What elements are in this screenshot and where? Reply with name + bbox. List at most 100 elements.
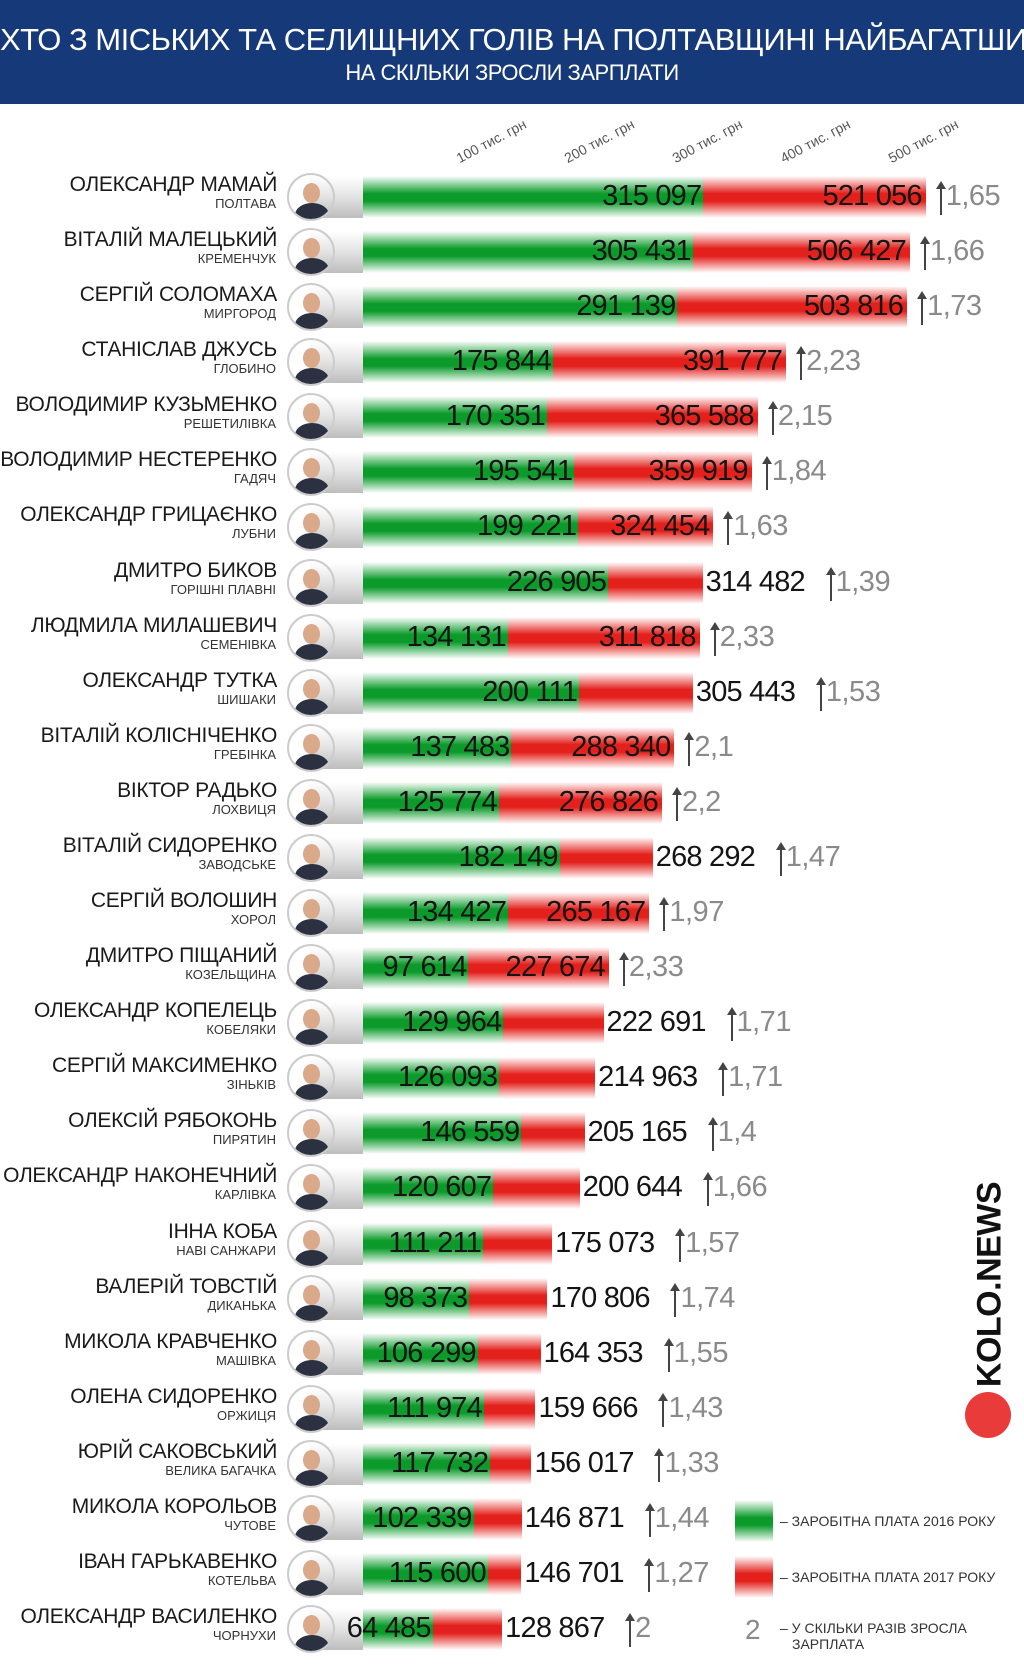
avatar-head (303, 1339, 320, 1360)
chart-row: ДМИТРО ПІЩАНИЙ КОЗЕЛЬЩИНА 97 614 227 674 2,3… (0, 941, 1024, 996)
value-2017-label: 324 454 (610, 510, 710, 543)
city-name: КОТЕЛЬВА (207, 1573, 276, 1588)
mayor-name: ВОЛОДИМИР КУЗЬМЕНКО (15, 393, 278, 417)
growth-arrow-icon (815, 676, 826, 711)
avatar-body (295, 974, 329, 991)
city-name: ПОЛТАВА (215, 196, 276, 211)
mayor-name: ВАЛЕРІЙ ТОВСТІЙ (95, 1274, 277, 1298)
growth-ratio: 1,73 (927, 290, 982, 323)
value-2016-label: 129 964 (402, 1006, 502, 1039)
value-2017-label: 159 666 (538, 1391, 638, 1424)
value-2016-label: 226 905 (506, 565, 607, 598)
chart-row: ВІТАЛІЙ СИДОРЕНКО ЗАВОДСЬКЕ 182 149 268 292… (0, 831, 1024, 886)
growth-arrow-icon (825, 566, 836, 601)
bar-2016 (363, 781, 499, 824)
growth-arrow-icon (659, 897, 670, 932)
value-2017-label: 288 340 (571, 730, 671, 763)
city-name: ШИШАКИ (217, 691, 276, 707)
avatar-body (295, 863, 329, 880)
bar-2016 (363, 1442, 491, 1485)
avatar-head (303, 348, 320, 369)
avatar-body (295, 919, 329, 936)
avatar (287, 338, 335, 387)
avatar-body (295, 1249, 329, 1266)
value-2016-label: 111 974 (387, 1391, 483, 1424)
city-name: СЕМЕНІВКА (200, 636, 276, 652)
growth-ratio: 1,53 (825, 675, 881, 708)
mayor-name: ДМИТРО ПІЩАНИЙ (85, 944, 277, 968)
x-tick-label: 400 тис. грн (777, 115, 853, 166)
avatar-body (295, 1635, 329, 1652)
mayor-name: ВОЛОДИМИР НЕСТЕРЕНКО (0, 448, 277, 472)
growth-arrow-icon (658, 1392, 669, 1427)
chart-row: ІННА КОБА НАВІ САНЖАРИ 111 211 175 073 1,57 (0, 1217, 1024, 1272)
bar-2016 (363, 1057, 500, 1100)
value-2016-label: 98 373 (383, 1281, 468, 1314)
value-2016-label: 146 559 (420, 1116, 520, 1149)
chart-row: ОЛЕКСАНДР ТУТКА ШИШАКИ 200 111 305 443 1,53 (0, 666, 1024, 721)
chart-row: СЕРГІЙ ВОЛОШИН ХОРОЛ 134 427 265 167 1,97 (0, 886, 1024, 941)
value-2016-label: 120 607 (392, 1171, 492, 1204)
value-2016-label: 111 211 (388, 1226, 482, 1259)
avatar-head (303, 788, 320, 809)
bar-2016 (363, 561, 609, 604)
bar-2016 (363, 1167, 494, 1210)
value-2017-label: 128 867 (505, 1612, 605, 1645)
bar-2016 (363, 231, 693, 274)
value-2016-label: 291 139 (576, 290, 676, 323)
city-name: КОЗЕЛЬЩИНА (185, 967, 276, 983)
avatar (287, 1109, 335, 1158)
growth-arrow-icon (675, 1227, 686, 1262)
avatar-body (295, 313, 329, 330)
chart-title: ХТО З МІСЬКИХ ТА СЕЛИЩНИХ ГОЛІВ НА ПОЛТА… (0, 22, 1024, 57)
value-2016-label: 125 774 (397, 785, 498, 818)
avatar-head (303, 954, 320, 975)
kolo-news-logo: KOLO.NEWS (965, 1180, 1015, 1440)
bar-2016 (363, 1277, 470, 1320)
growth-arrow-icon (654, 1447, 665, 1482)
mayor-name: ВІТАЛІЙ КОЛІСНІЧЕНКО (40, 723, 278, 747)
growth-arrow-icon (767, 401, 778, 436)
avatar-body (295, 588, 329, 605)
avatar-body (295, 1139, 329, 1156)
growth-arrow-icon (917, 291, 928, 326)
value-2016-label: 199 221 (476, 510, 577, 543)
legend-label-2016: – ЗАРОБІТНА ПЛАТА 2016 РОКУ (780, 1513, 996, 1529)
legend-label-2017: – ЗАРОБІТНА ПЛАТА 2017 РОКУ (780, 1569, 996, 1585)
avatar (287, 889, 335, 938)
avatar-head (303, 183, 320, 203)
growth-arrow-icon (663, 1337, 674, 1372)
value-2017-label: 175 073 (555, 1226, 655, 1259)
avatar-head (303, 513, 320, 534)
value-2017-label: 359 919 (648, 455, 748, 488)
growth-ratio: 1,47 (785, 840, 841, 873)
avatar (287, 1494, 335, 1543)
value-2017-label: 265 167 (546, 896, 646, 929)
avatar (287, 613, 335, 662)
value-2017-label: 205 165 (587, 1116, 688, 1149)
avatar (287, 1164, 335, 1213)
logo-text: KOLO.NEWS (970, 1181, 1009, 1388)
growth-ratio: 2,33 (719, 620, 775, 653)
value-2017-label: 214 963 (598, 1061, 698, 1094)
growth-ratio: 1,44 (654, 1501, 710, 1534)
avatar (287, 1329, 335, 1378)
city-name: МАШІВКА (216, 1352, 276, 1368)
avatar (287, 668, 335, 717)
city-name: ЛОХВИЦЯ (212, 801, 276, 817)
value-2016-label: 117 732 (391, 1446, 489, 1479)
chart-row: СЕРГІЙ МАКСИМЕНКО ЗІНЬКІВ 126 093 214 963 1,… (0, 1051, 1024, 1106)
chart-row: ОЛЕКСАНДР ГРИЦАЄНКО ЛУБНИ 199 221 324 454 1,… (0, 500, 1024, 555)
avatar-body (295, 203, 329, 219)
legend-ratio-label-line2: ЗАРПЛАТА (792, 1636, 865, 1652)
value-2017-label: 365 588 (654, 400, 755, 433)
avatar (287, 1054, 335, 1103)
avatar-head (303, 1449, 320, 1470)
mayor-name: ЛЮДМИЛА МИЛАШЕВИЧ (30, 613, 277, 637)
growth-ratio: 2,23 (806, 345, 861, 378)
value-2016-label: 134 427 (406, 896, 507, 929)
bar-2016 (363, 1608, 433, 1651)
avatar (287, 173, 335, 221)
city-name: КАРЛІВКА (214, 1187, 276, 1203)
growth-ratio: 1,43 (668, 1391, 723, 1424)
